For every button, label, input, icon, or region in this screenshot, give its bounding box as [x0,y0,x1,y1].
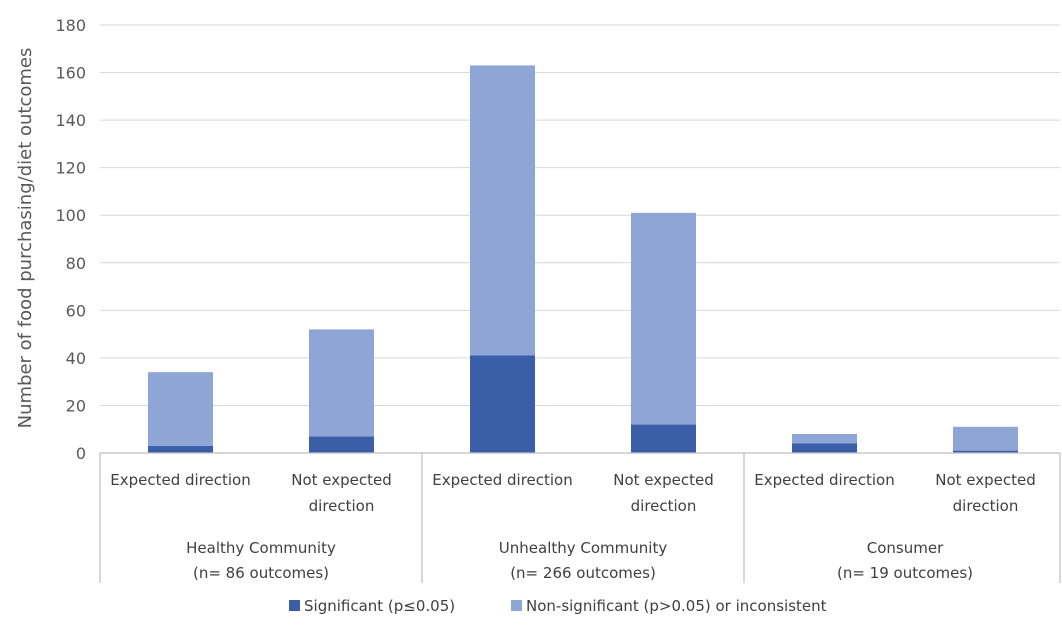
bar-non-significant [953,426,1018,451]
x-category-label-line2: direction [631,497,697,515]
y-tick-label: 120 [55,159,86,178]
y-tick-label: 100 [55,206,86,225]
y-tick-label: 0 [76,444,86,463]
y-tick-label: 140 [55,111,86,130]
legend-label: Non-significant (p>0.05) or inconsistent [526,597,827,615]
group-label: Unhealthy Community [499,539,668,557]
x-category-label: Not expected [935,471,1036,489]
legend-label: Significant (p≤0.05) [304,597,455,615]
legend: Significant (p≤0.05) Non-significant (p>0… [289,597,827,615]
bar-significant [631,424,696,453]
x-category-label: Expected direction [754,471,895,489]
bar-significant [953,450,1018,453]
bar-significant [470,355,535,453]
group-count-label: (n= 266 outcomes) [510,564,656,582]
bars [148,65,1018,453]
x-category-label: Not expected [613,471,714,489]
bar-significant [309,436,374,453]
legend-swatch [511,600,522,611]
y-tick-label: 40 [66,349,86,368]
bar-non-significant [148,372,213,446]
y-tick-label: 20 [66,396,86,415]
group-count-label: (n= 19 outcomes) [837,564,973,582]
y-tick-labels: 0 20 40 60 80 100 120 140 160 180 [55,16,86,463]
x-category-label: Expected direction [432,471,573,489]
x-category-label: Not expected [291,471,392,489]
axes [99,452,1061,583]
group-label: Consumer [867,539,944,557]
x-category-label: Expected direction [110,471,251,489]
bar-non-significant [631,212,696,425]
bar-non-significant [309,329,374,437]
y-tick-label: 80 [66,254,86,273]
y-tick-label: 160 [55,64,86,83]
y-tick-label: 60 [66,301,86,320]
x-category-label-line2: direction [953,497,1019,515]
y-tick-label: 180 [55,16,86,35]
gridlines [100,24,1060,406]
bar-significant [792,443,857,453]
group-label: Healthy Community [186,539,336,557]
bar-non-significant [470,65,535,356]
group-count-label: (n= 86 outcomes) [193,564,329,582]
bar-non-significant [792,434,857,444]
x-category-labels: Expected direction Not expected direction H… [110,471,1036,582]
y-axis-title: Number of food purchasing/diet outcomes [15,48,36,429]
legend-swatch [289,600,300,611]
bar-significant [148,445,213,453]
x-category-label-line2: direction [309,497,375,515]
